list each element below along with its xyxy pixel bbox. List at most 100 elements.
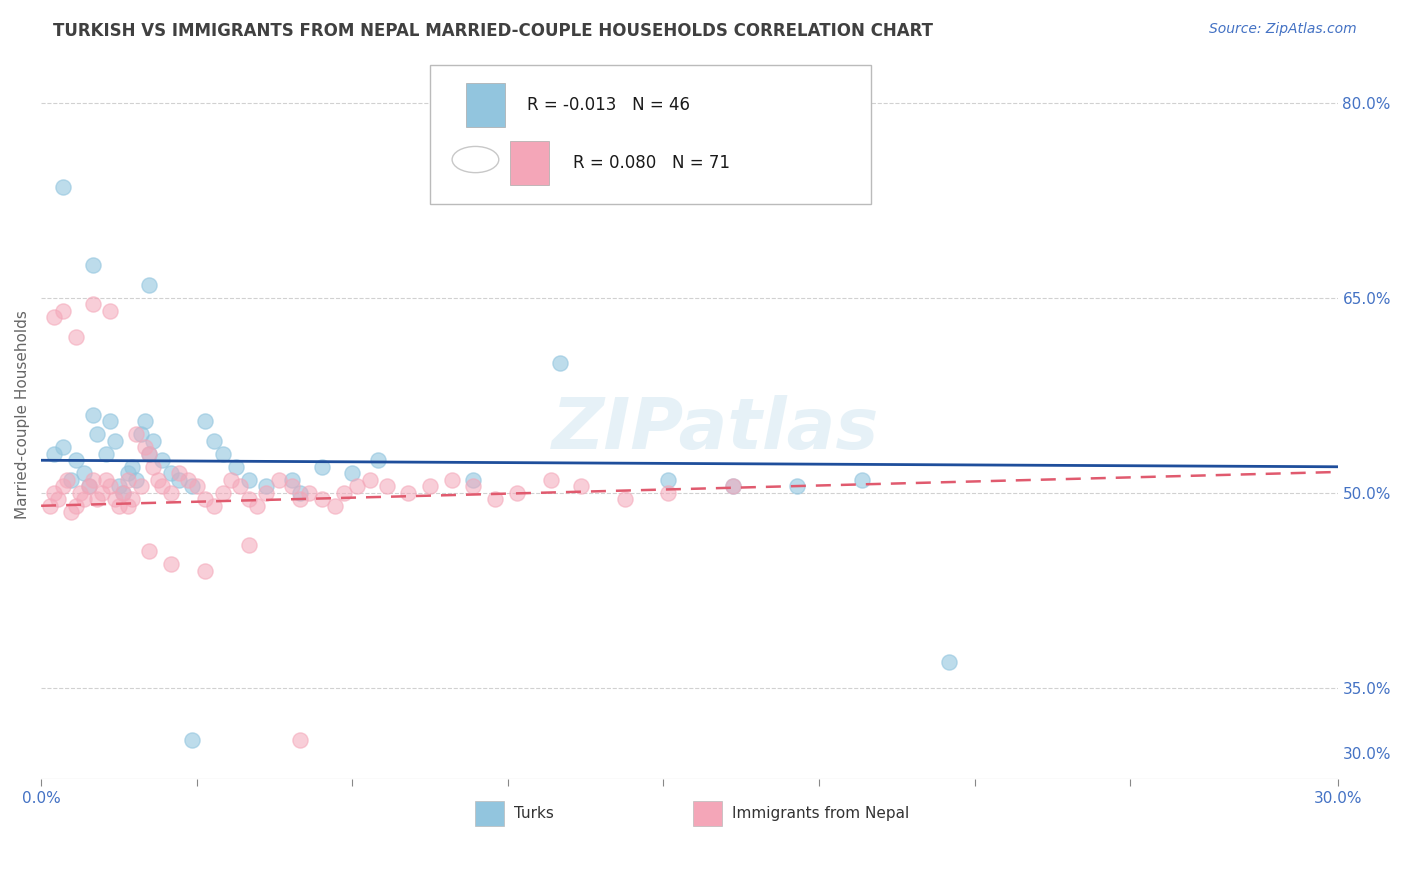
Point [125,427,148,442]
Point [103,434,125,448]
Point [117,499,139,513]
Point [112,485,135,500]
Point [938,655,960,669]
Text: ZIPatlas: ZIPatlas [551,395,879,464]
Point [121,459,143,474]
Point [238,492,260,507]
FancyBboxPatch shape [475,801,503,826]
Point [112,485,135,500]
Point [129,479,152,493]
Text: TURKISH VS IMMIGRANTS FROM NEPAL MARRIED-COUPLE HOUSEHOLDS CORRELATION CHART: TURKISH VS IMMIGRANTS FROM NEPAL MARRIED… [53,22,934,40]
Point [94,473,117,487]
Point [69,485,91,500]
Point [440,473,463,487]
Point [290,732,312,747]
Point [211,485,233,500]
Point [98,414,121,428]
Point [138,447,160,461]
Point [117,473,139,487]
Point [367,453,389,467]
Point [346,479,368,493]
Point [290,485,312,500]
Point [721,479,744,493]
Point [90,485,112,500]
Text: R = -0.013   N = 46: R = -0.013 N = 46 [527,96,690,114]
Point [117,467,139,481]
Point [138,277,160,292]
Point [463,479,485,493]
Point [851,473,873,487]
Text: Source: ZipAtlas.com: Source: ZipAtlas.com [1209,22,1357,37]
Point [98,479,121,493]
Point [786,479,808,493]
Point [142,459,165,474]
Point [60,505,83,519]
Point [540,473,562,487]
Point [65,499,87,513]
Point [186,479,208,493]
Point [52,440,75,454]
Point [86,427,108,442]
Point [134,440,156,454]
Point [150,453,173,467]
Point [657,473,679,487]
Point [281,473,304,487]
Point [254,479,277,493]
Point [129,427,152,442]
Point [657,485,679,500]
FancyBboxPatch shape [693,801,721,826]
Point [77,479,100,493]
Point [138,447,160,461]
FancyBboxPatch shape [430,65,870,203]
Point [194,492,217,507]
Point [134,414,156,428]
Point [311,459,333,474]
Point [484,492,506,507]
Point [177,473,200,487]
Point [359,473,381,487]
Point [181,479,204,493]
Point [52,479,75,493]
Point [229,479,252,493]
Point [721,479,744,493]
Point [73,467,96,481]
Point [225,459,247,474]
Point [219,473,242,487]
Point [52,303,75,318]
Point [48,492,70,507]
FancyBboxPatch shape [510,141,550,185]
Point [82,408,104,422]
Point [290,492,312,507]
Point [342,467,364,481]
Point [267,473,290,487]
Point [150,479,173,493]
Point [60,473,83,487]
Point [42,310,65,325]
Point [505,485,527,500]
Point [42,447,65,461]
Point [86,492,108,507]
Point [323,499,346,513]
Point [463,473,485,487]
Point [238,538,260,552]
Point [108,499,131,513]
Point [181,732,204,747]
Point [82,258,104,272]
Point [56,473,79,487]
Point [159,485,181,500]
Text: R = 0.080   N = 71: R = 0.080 N = 71 [572,154,730,172]
Point [142,434,165,448]
Point [52,180,75,194]
Point [548,356,571,370]
Point [169,467,191,481]
Point [246,499,269,513]
Point [42,485,65,500]
Text: Immigrants from Nepal: Immigrants from Nepal [733,806,910,822]
Point [194,564,217,578]
Point [82,473,104,487]
Point [569,479,592,493]
Point [121,492,143,507]
Point [103,492,125,507]
Point [202,499,225,513]
Y-axis label: Married-couple Households: Married-couple Households [15,310,30,519]
